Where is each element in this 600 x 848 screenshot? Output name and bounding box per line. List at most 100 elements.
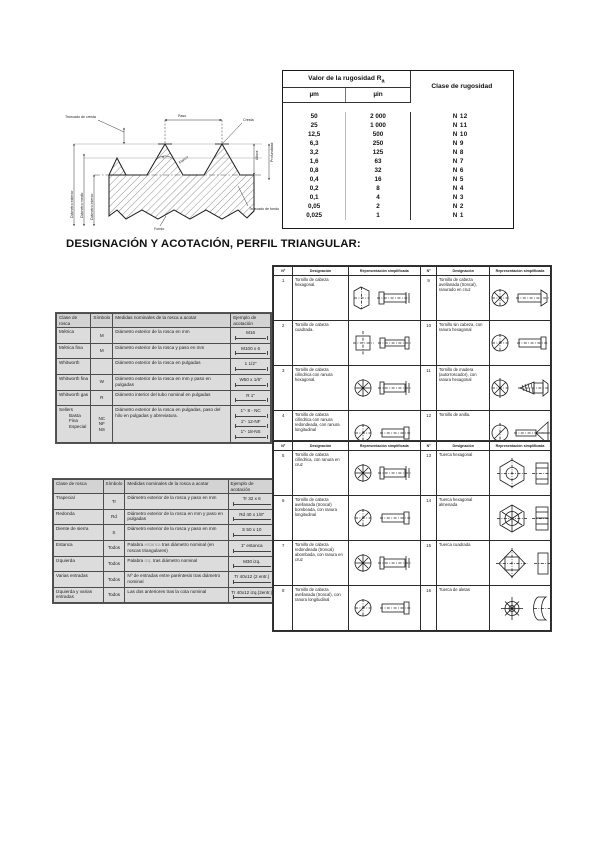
thread-symbol: M xyxy=(90,327,114,344)
roughness-header-value: Valor de la rugosidad Ra xyxy=(283,71,411,89)
table-row: 2 Tornillo de cabeza cuadrada. 10 Tornillo … xyxy=(272,320,551,367)
column-header: Representación simplificada xyxy=(489,265,551,277)
thread-profile-diagram: Paso Truncado de cresta Cresta Flanco α … xyxy=(62,98,284,233)
roughness-row: 25 1 000 N 11 xyxy=(283,121,513,131)
acotacion-example: 1"- 8 - NC 1"- 12-NF 1"- 18-NS xyxy=(230,405,271,443)
table-row: 1 Tornillo de cabeza hexagonal. 9 Tornillo … xyxy=(272,275,551,322)
roughness-uin: 63 xyxy=(345,157,411,167)
table-row: 7 Tornillo de cabeza redondeada (troncal)… xyxy=(272,540,553,587)
fastener-figure xyxy=(489,585,551,632)
roughness-unit-uin: µin xyxy=(345,87,411,104)
thread-class-table: Clase de rosca Símbolo Medidas nominales d… xyxy=(55,312,272,444)
item-number: 2 xyxy=(272,320,294,367)
fastener-figure xyxy=(347,495,421,542)
diagram-label-angulo: α xyxy=(162,155,164,159)
item-number: 7 xyxy=(272,540,294,587)
nominal-measures: Diámetro exterior de la rosca en mm y pa… xyxy=(112,373,232,391)
roughness-class: N 8 xyxy=(409,148,513,158)
roughness-unit-um: µm xyxy=(283,87,346,104)
thread-class-name: Whitworth gas xyxy=(55,389,92,407)
item-number: 11 xyxy=(419,365,438,412)
roughness-class: N 6 xyxy=(409,166,513,176)
column-header: Clase de rosca xyxy=(55,312,92,329)
item-number: 5 xyxy=(272,450,294,497)
fastener-figure xyxy=(347,540,421,587)
roughness-header-class: Clase de rugosidad xyxy=(409,71,513,103)
acotacion-example: S 50 x 10 xyxy=(227,524,277,541)
roughness-um: 0,8 xyxy=(309,167,319,175)
roughness-uin: 125 xyxy=(345,148,411,158)
thread-class-name: Métrica fina xyxy=(55,342,92,360)
roughness-um: 50 xyxy=(310,113,318,121)
thread-class-name: Diente de sierra xyxy=(53,524,104,541)
diagram-label-cresta: Cresta xyxy=(243,118,254,122)
item-number: 13 xyxy=(419,450,438,497)
item-number: 8 xyxy=(272,585,294,632)
column-header: Representación simplificada xyxy=(347,440,421,452)
table-row: Trapecial Tr Diámetro exterior de la rosca… xyxy=(53,493,277,510)
item-designation: Tornillo sin cabeza, con ranura hexagona… xyxy=(436,320,491,367)
thread-class-name: Sellers Basta Fina Especial xyxy=(55,405,92,443)
fastener-figure xyxy=(489,450,553,497)
fastener-figure xyxy=(347,275,421,322)
roughness-um: 12,5 xyxy=(308,131,321,139)
table-row: 6 Tornillo de cabeza avellanada (troncal)… xyxy=(272,495,553,542)
acotacion-example: W50 x 1/6" xyxy=(230,373,271,391)
item-designation: Tornillo de cabeza cilíndrica con ranura… xyxy=(292,365,349,412)
column-header: Designación xyxy=(436,440,491,452)
item-number: 14 xyxy=(419,495,438,542)
roughness-um: 0,05 xyxy=(308,203,321,211)
nominal-measures: Palabra izq. tras diámetro nominal xyxy=(124,555,229,573)
roughness-uin: 16 xyxy=(345,175,411,185)
fastener-figure xyxy=(347,365,421,412)
diagram-label-diam-interior: Diámetro interior xyxy=(90,193,94,220)
roughness-class: N 7 xyxy=(409,157,513,167)
fastener-figure xyxy=(489,365,551,412)
nominal-measures: Diámetro exterior de la rosca y paso en … xyxy=(112,342,232,360)
thread-symbol: M xyxy=(90,342,114,360)
thread-symbol: W xyxy=(90,373,114,391)
roughness-row: 3,2 125 N 8 xyxy=(283,148,513,158)
nominal-measures: Diámetro exterior de la rosca en pulgada… xyxy=(112,358,232,375)
table-row: Varias entradas Todos Nº de entradas entre… xyxy=(53,571,277,588)
roughness-um: 6,3 xyxy=(309,140,319,148)
fastener-figure xyxy=(489,495,553,542)
thread-class-name: Izquierda y varias entradas xyxy=(53,586,104,604)
column-header: Clase de rosca xyxy=(53,478,104,495)
diagram-label-profundidad: Profundidad xyxy=(270,143,274,162)
acotacion-example: M100 x 6 xyxy=(230,342,271,360)
column-header: Medidas nominales de la rosca a acotar xyxy=(124,478,229,495)
table-row: Diente de sierra S Diámetro exterior de la… xyxy=(53,524,277,541)
roughness-row: 0,8 32 N 6 xyxy=(283,166,513,176)
roughness-um: 0,2 xyxy=(309,185,319,193)
column-header: Ejemplo de acotación xyxy=(227,478,277,495)
thread-class-name: Estanca xyxy=(53,539,104,557)
diagram-label-diam-medio: Diámetro medio xyxy=(80,193,84,218)
item-number: 16 xyxy=(419,585,438,632)
item-designation: Tornillo de cabeza hexagonal. xyxy=(292,275,349,322)
thread-symbol xyxy=(90,358,114,375)
item-designation: Tuerca de aletas xyxy=(436,585,491,632)
table-row: Métrica fina M Diámetro exterior de la ros… xyxy=(55,342,271,360)
thread-class-table-2: Clase de rosca Símbolo Medidas nominales d… xyxy=(52,478,277,605)
acotacion-example: Tr 32 x 6 xyxy=(227,493,277,510)
item-designation: Tornillo de cabeza avellanada (troncal) … xyxy=(292,495,349,542)
acotacion-example: Tr 40x12 (2 entr.) xyxy=(227,571,277,588)
item-designation: Tornillo de madera (autorroscador), con … xyxy=(436,365,491,412)
roughness-um: 3,2 xyxy=(309,149,319,157)
thread-symbol: Todos xyxy=(102,539,126,557)
item-designation: Tornillo de cabeza avellanada (troncal),… xyxy=(292,585,349,632)
table-row: Izquierda y varias entradas Todos Las dos … xyxy=(53,586,277,604)
diagram-label-truncado-fondo: Truncado de fondo xyxy=(249,207,279,211)
roughness-uin: 2 000 xyxy=(345,112,411,122)
thread-symbol: R xyxy=(90,389,114,407)
thread-symbol: Todos xyxy=(102,571,126,588)
table-row: Whitworth Diámetro exterior de la rosca e… xyxy=(55,358,271,375)
thread-symbol: Rd xyxy=(102,508,126,526)
acotacion-example: 1" estanca xyxy=(227,539,277,557)
roughness-uin: 4 xyxy=(345,193,411,203)
roughness-uin: 2 xyxy=(345,202,411,212)
roughness-uin: 8 xyxy=(345,184,411,194)
nominal-measures: Diámetro exterior de la rosca en mm xyxy=(112,327,232,344)
item-designation: Tuerca hexagonal almenada xyxy=(436,495,491,542)
